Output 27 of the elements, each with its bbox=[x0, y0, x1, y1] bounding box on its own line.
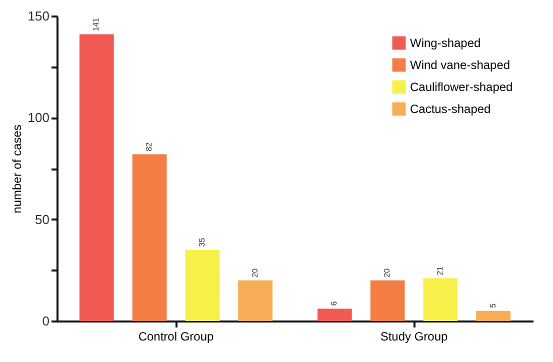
legend-label: Wing-shaped bbox=[410, 36, 481, 50]
y-tick-label: 150 bbox=[28, 8, 50, 24]
y-tick-label: 0 bbox=[42, 314, 50, 328]
data-label: 20 bbox=[250, 268, 260, 278]
data-label: 141 bbox=[92, 17, 101, 32]
data-label: 6 bbox=[330, 300, 339, 306]
bar bbox=[476, 310, 511, 321]
bar bbox=[370, 280, 405, 321]
bar bbox=[317, 308, 352, 321]
bar bbox=[185, 250, 220, 321]
y-tick-label: 50 bbox=[35, 212, 50, 227]
legend-label: Cauliflower-shaped bbox=[410, 80, 513, 94]
data-label: 21 bbox=[435, 266, 444, 276]
x-tick-label: Study Group bbox=[380, 330, 448, 344]
data-label: 82 bbox=[144, 142, 154, 152]
bar bbox=[132, 154, 167, 321]
y-axis-title: number of cases bbox=[10, 124, 24, 214]
data-label: 35 bbox=[197, 237, 206, 247]
y-tick-label: 100 bbox=[28, 110, 50, 126]
legend-label: Wind vane-shaped bbox=[410, 58, 510, 72]
data-label: 20 bbox=[382, 268, 392, 278]
x-tick-label: Control Group bbox=[138, 330, 214, 344]
bar bbox=[238, 280, 273, 321]
bar bbox=[79, 34, 114, 321]
bar bbox=[423, 278, 458, 321]
data-label: 5 bbox=[488, 302, 498, 308]
legend-label: Cactus-shaped bbox=[410, 102, 491, 116]
